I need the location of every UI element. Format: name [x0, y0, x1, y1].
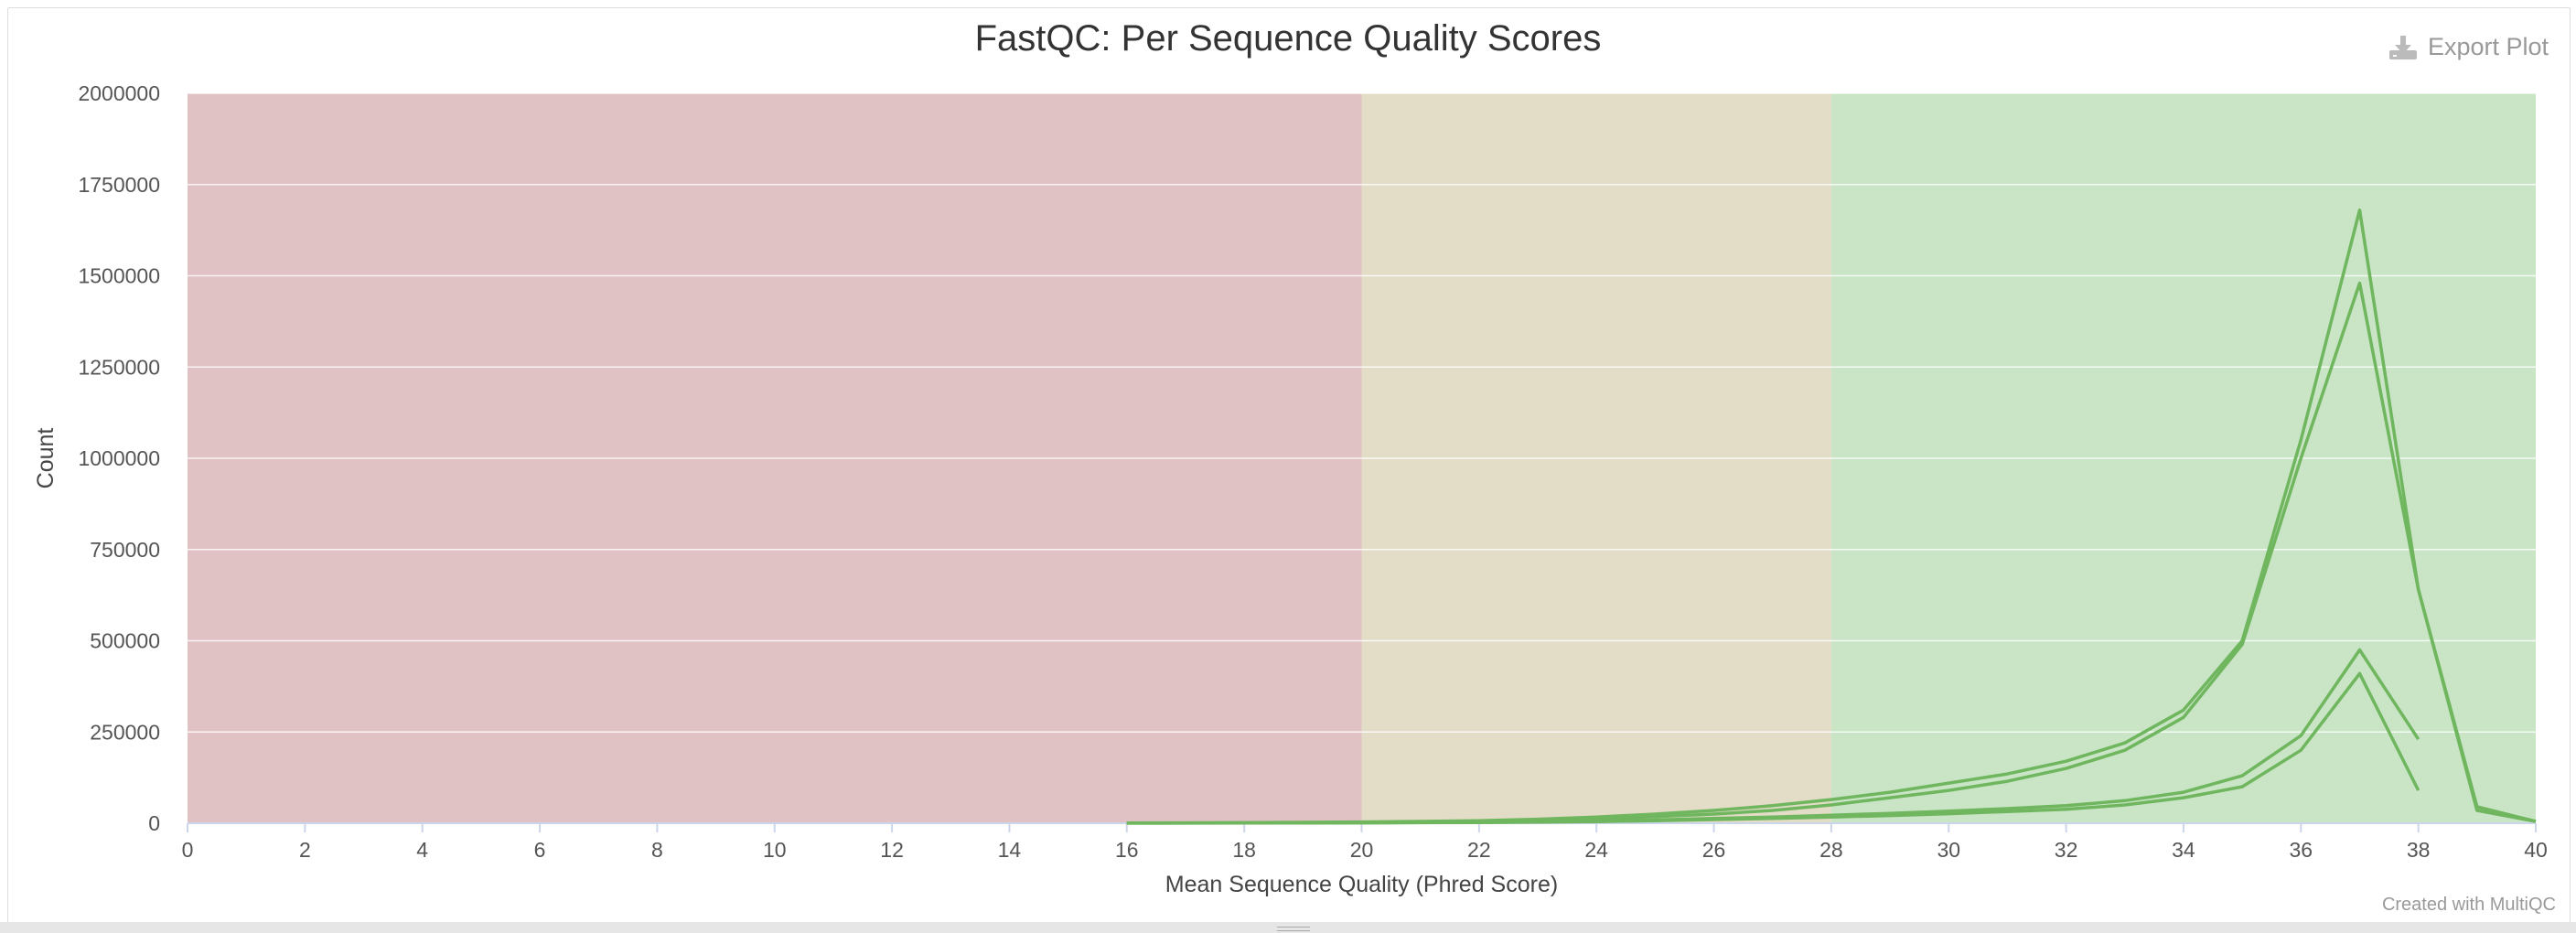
x-axis-title: Mean Sequence Quality (Phred Score): [1165, 872, 1558, 897]
y-tick-label: 0: [148, 811, 160, 835]
x-tick-label: 40: [2524, 838, 2548, 862]
x-tick-label: 4: [416, 838, 428, 862]
x-tick-label: 10: [763, 838, 787, 862]
chart-title: FastQC: Per Sequence Quality Scores: [974, 18, 1602, 59]
x-tick-label: 6: [534, 838, 546, 862]
x-tick-label: 16: [1115, 838, 1139, 862]
x-tick-label: 30: [1937, 838, 1960, 862]
credit-text: Created with MultiQC: [2381, 895, 2556, 915]
resize-handle-icon[interactable]: [1277, 927, 1310, 931]
x-tick-label: 22: [1467, 838, 1491, 862]
x-tick-label: 26: [1702, 838, 1726, 862]
series-lines: [1126, 208, 2537, 825]
x-axis: 0 2 4 6 8 10 12 14 16 18 20 22 24 26 28 30 32 34 36 38 40: [182, 822, 2548, 862]
x-tick-label: 28: [1819, 838, 1843, 862]
y-axis: 0 250000 500000 750000 1000000 1250000 1500000…: [78, 81, 160, 835]
y-tick-label: 250000: [90, 720, 160, 744]
x-tick-label: 12: [880, 838, 904, 862]
y-tick-label: 1000000: [78, 446, 160, 470]
x-tick-label: 14: [998, 838, 1022, 862]
x-tick-label: 36: [2290, 838, 2313, 862]
download-icon: [2388, 34, 2419, 61]
x-tick-label: 20: [1350, 838, 1374, 862]
gridlines: [188, 92, 2536, 733]
y-tick-label: 2000000: [78, 81, 160, 105]
x-tick-label: 34: [2172, 838, 2195, 862]
export-plot-button[interactable]: Export Plot: [2388, 33, 2549, 61]
x-tick-label: 32: [2055, 838, 2078, 862]
series-line-3[interactable]: [1126, 671, 2420, 825]
y-tick-label: 750000: [90, 538, 160, 562]
y-tick-label: 1250000: [78, 355, 160, 379]
resize-bar[interactable]: [0, 922, 2576, 933]
y-tick-label: 1750000: [78, 173, 160, 197]
y-tick-label: 500000: [90, 629, 160, 653]
x-tick-label: 18: [1232, 838, 1256, 862]
x-tick-label: 2: [299, 838, 311, 862]
x-tick-label: 38: [2407, 838, 2431, 862]
x-tick-label: 24: [1584, 838, 1608, 862]
y-tick-label: 1500000: [78, 264, 160, 288]
export-plot-label: Export Plot: [2427, 33, 2549, 60]
y-axis-title: Count: [33, 428, 59, 489]
x-tick-label: 8: [651, 838, 663, 862]
x-tick-label: 0: [182, 838, 194, 862]
